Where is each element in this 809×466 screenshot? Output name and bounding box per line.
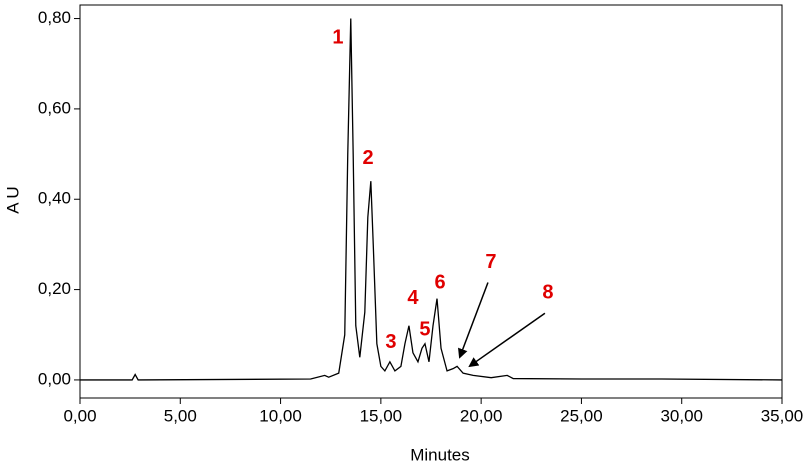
x-tick-label: 5,00: [164, 406, 197, 425]
peak-label: 6: [434, 272, 445, 294]
y-tick-label: 0,40: [38, 189, 71, 208]
x-axis-label: Minutes: [410, 445, 470, 464]
peak-label: 3: [385, 331, 396, 353]
y-tick-label: 0,80: [38, 8, 71, 27]
peak-label: 8: [542, 281, 553, 303]
y-tick-label: 0,00: [38, 369, 71, 388]
annotation-arrow: [468, 312, 546, 368]
x-tick-label: 25,00: [560, 406, 603, 425]
x-tick-label: 0,00: [63, 406, 96, 425]
x-tick-label: 10,00: [259, 406, 302, 425]
plot-frame: [79, 4, 783, 399]
y-axis-label: A U: [3, 186, 22, 213]
x-tick-label: 20,00: [460, 406, 503, 425]
y-tick-label: 0,20: [38, 279, 71, 298]
peak-label: 1: [332, 27, 343, 49]
x-tick-label: 30,00: [660, 406, 703, 425]
y-tick-label: 0,60: [38, 98, 71, 117]
x-tick-label: 15,00: [360, 406, 403, 425]
annotation-arrow: [458, 282, 489, 359]
peak-label: 2: [362, 147, 373, 169]
x-tick-label: 35,00: [761, 406, 804, 425]
peak-label: 5: [419, 319, 430, 341]
peak-label: 4: [407, 287, 419, 309]
peak-label: 7: [485, 251, 496, 273]
trace: [80, 18, 783, 381]
